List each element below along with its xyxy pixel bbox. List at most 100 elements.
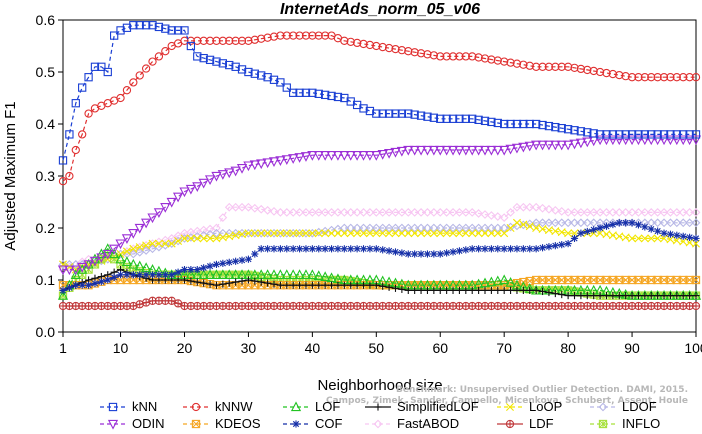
data-point-ldof	[378, 223, 388, 233]
data-point-knnw	[276, 31, 285, 40]
data-point-knnw	[282, 31, 291, 40]
data-point-cof	[193, 266, 201, 274]
data-point-ldof	[173, 236, 183, 246]
data-point-odin	[582, 137, 593, 148]
data-point-odin	[300, 152, 312, 162]
data-point-knn	[199, 53, 208, 63]
data-point-knn	[167, 26, 176, 35]
data-point-lof	[224, 269, 235, 279]
data-point-loop	[250, 229, 259, 238]
data-point-odin	[313, 151, 324, 161]
data-point-ldof	[653, 218, 663, 228]
data-point-cof	[398, 249, 406, 257]
data-point-odin	[569, 139, 580, 150]
data-point-simplifiedlof	[219, 280, 227, 288]
data-point-ldof	[435, 223, 445, 233]
data-point-simplifiedlof	[295, 281, 304, 289]
data-point-loop	[340, 229, 349, 238]
data-point-lof	[326, 272, 337, 283]
data-point-odin	[243, 161, 254, 172]
data-point-simplifiedlof	[596, 292, 604, 300]
data-point-odin	[89, 256, 101, 267]
data-point-knn	[468, 114, 477, 123]
data-point-cof	[647, 225, 655, 233]
data-point-knn	[640, 130, 649, 139]
data-point-ldof	[58, 260, 68, 269]
data-point-knn	[544, 121, 554, 131]
x-tick-label: 90	[624, 340, 640, 356]
data-point-knn	[244, 67, 253, 77]
data-point-knn	[257, 71, 266, 80]
series-line-fastabod	[62, 206, 696, 271]
data-point-cof	[462, 246, 470, 254]
data-point-loop	[455, 229, 464, 238]
data-point-knnw	[602, 68, 611, 78]
data-point-simplifiedlof	[391, 284, 400, 292]
data-point-cof	[602, 222, 611, 230]
data-point-odin	[115, 239, 126, 250]
data-point-knn	[295, 88, 304, 97]
data-point-cof	[97, 278, 105, 286]
data-point-odin	[64, 265, 75, 276]
data-point-simplifiedlof	[590, 292, 598, 300]
data-point-cof	[654, 227, 662, 235]
data-point-simplifiedlof	[238, 277, 246, 285]
data-point-odin	[563, 140, 574, 151]
data-point-simplifiedlof	[526, 286, 534, 294]
data-point-cof	[225, 258, 233, 266]
data-point-knn	[557, 124, 566, 133]
data-point-ldof	[487, 223, 496, 233]
data-point-cof	[385, 247, 393, 255]
data-point-ldof	[148, 244, 157, 254]
y-tick-label: 0.4	[36, 116, 56, 132]
data-point-ldof	[371, 223, 381, 233]
data-point-loop	[257, 229, 266, 238]
data-point-ldof	[570, 218, 579, 228]
data-point-fastabod	[212, 223, 221, 233]
data-point-knnw	[685, 73, 694, 82]
data-point-cof	[295, 245, 304, 253]
data-point-cof	[366, 245, 374, 253]
x-tick-label: 80	[560, 340, 576, 356]
data-point-knnw	[653, 73, 662, 82]
data-point-knn	[97, 62, 106, 71]
data-point-odin	[383, 148, 395, 159]
data-point-simplifiedlof	[692, 292, 700, 300]
data-point-loop	[436, 229, 445, 238]
data-point-cof	[609, 220, 617, 229]
watermark-line-2: Campos, Zimek, Sander, Campello, Micenko…	[326, 396, 688, 406]
data-point-odin	[345, 151, 356, 161]
data-point-cof	[519, 245, 527, 253]
data-point-knn	[621, 130, 630, 139]
data-point-knn	[532, 119, 541, 129]
data-point-simplifiedlof	[200, 279, 208, 287]
data-point-lof	[192, 269, 203, 279]
data-point-ldof	[384, 223, 394, 233]
data-point-cof	[59, 286, 67, 294]
data-point-ldof	[269, 228, 279, 238]
data-point-loop	[270, 229, 278, 238]
data-point-fastabod	[391, 208, 400, 217]
data-point-odin	[102, 249, 113, 260]
y-tick-label: 0.6	[36, 12, 56, 28]
data-point-knn	[58, 156, 68, 165]
data-point-lof	[288, 269, 299, 279]
data-point-ldof	[474, 223, 483, 233]
data-point-knn	[71, 99, 80, 108]
data-point-simplifiedlof	[513, 286, 521, 294]
data-point-odin	[179, 187, 190, 198]
data-point-loop	[353, 229, 362, 238]
data-point-odin	[505, 144, 516, 155]
data-point-odin	[128, 229, 139, 239]
data-point-loop	[640, 234, 649, 243]
data-point-odin	[160, 203, 171, 213]
data-point-knnw	[135, 71, 144, 80]
data-point-cof	[634, 221, 643, 229]
data-point-loop	[212, 234, 221, 243]
data-point-simplifiedlof	[686, 292, 694, 300]
data-point-loop	[238, 230, 247, 239]
data-point-simplifiedlof	[276, 281, 284, 289]
x-tick-label: 50	[369, 340, 385, 356]
data-point-odin	[217, 170, 228, 180]
data-point-simplifiedlof	[506, 286, 515, 294]
